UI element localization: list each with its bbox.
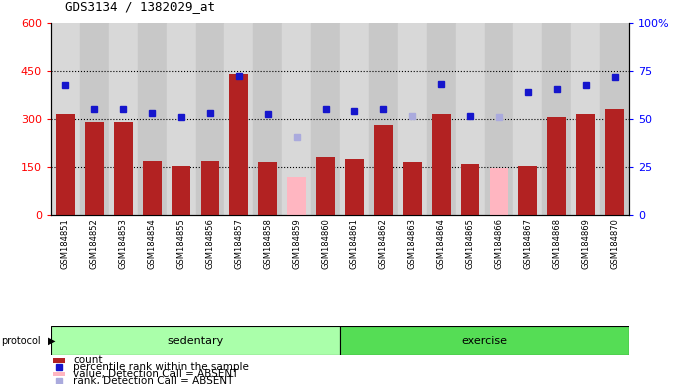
Text: sedentary: sedentary [167,336,224,346]
Text: GDS3134 / 1382029_at: GDS3134 / 1382029_at [65,0,215,13]
Bar [605,109,624,215]
Bar [253,23,282,215]
Bar [56,114,75,215]
Text: percentile rank within the sample: percentile rank within the sample [73,362,249,372]
FancyBboxPatch shape [340,326,629,355]
Bar [345,159,364,215]
Bar [456,23,484,215]
Text: value, Detection Call = ABSENT: value, Detection Call = ABSENT [73,369,239,379]
Text: ▶: ▶ [48,336,55,346]
Bar [137,23,167,215]
Bar [398,23,427,215]
Bar [369,23,398,215]
Bar [518,166,537,215]
Text: rank, Detection Call = ABSENT: rank, Detection Call = ABSENT [73,376,234,384]
Bar [427,23,456,215]
FancyBboxPatch shape [51,326,340,355]
Bar [490,168,509,215]
Bar [340,23,369,215]
Bar [53,358,65,363]
Bar [513,23,543,215]
Bar [229,74,248,215]
Bar [571,23,600,215]
Bar [171,166,190,215]
Bar [547,118,566,215]
Bar [576,114,595,215]
Bar [403,162,422,215]
Bar [460,164,479,215]
Bar [432,114,451,215]
Bar [287,177,306,215]
Bar [374,126,393,215]
Bar [311,23,340,215]
Bar [258,162,277,215]
Text: protocol: protocol [1,336,40,346]
Bar [143,161,162,215]
Bar [167,23,196,215]
Bar [282,23,311,215]
Bar [484,23,513,215]
Bar [109,23,137,215]
Bar [51,23,80,215]
Text: count: count [73,356,103,366]
Bar [85,122,104,215]
Bar [201,161,220,215]
Bar [543,23,571,215]
Bar [80,23,109,215]
Bar [224,23,254,215]
Text: exercise: exercise [462,336,507,346]
Bar [114,122,133,215]
Bar [316,157,335,215]
Bar [600,23,629,215]
Bar [196,23,224,215]
Bar [53,371,65,376]
